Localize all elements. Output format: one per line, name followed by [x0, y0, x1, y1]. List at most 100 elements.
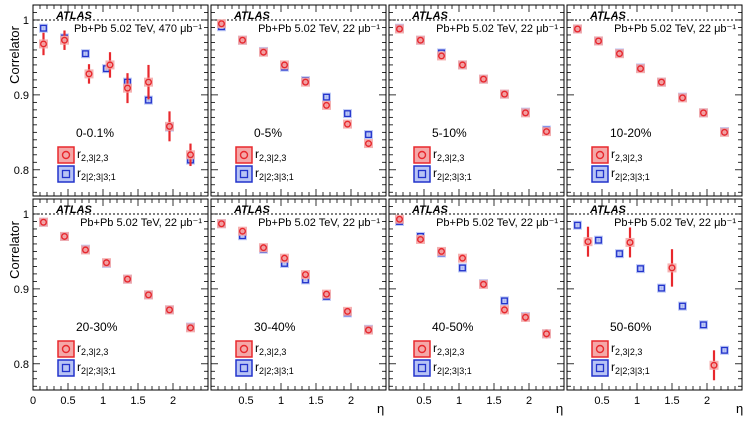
legend-marker-series2: [61, 363, 71, 373]
series2-sysbox: [81, 49, 90, 59]
series2-point: [344, 110, 351, 118]
legend-swatch-series2: [591, 165, 609, 183]
series1-sysbox: [39, 39, 48, 49]
series2-point: [679, 302, 686, 310]
centrality-label: 50-60%: [610, 320, 652, 334]
series1-point: [365, 140, 373, 148]
legend-swatch-series2: [413, 359, 431, 377]
x-tick-label: 0.5: [60, 395, 75, 407]
legend-swatch-series2: [591, 359, 609, 377]
system-label: Pb+Pb 5.02 TeV, 22 μb⁻¹: [258, 23, 380, 35]
series1-sysbox: [636, 64, 645, 74]
series1-point: [238, 227, 246, 235]
series2-point: [365, 131, 372, 139]
series2-sysbox: [657, 283, 666, 293]
series1-point: [396, 25, 404, 33]
x-tick-label: 2: [704, 395, 710, 407]
y-tick-label: 0.9: [14, 284, 29, 296]
series1-point: [81, 246, 89, 254]
series1-sysbox: [364, 139, 373, 149]
series1-point: [417, 235, 425, 243]
series1-point: [144, 291, 152, 299]
centrality-label: 20-30%: [76, 320, 118, 334]
legend-marker-series1: [239, 344, 249, 354]
series1-sysbox: [542, 127, 551, 137]
legend-swatch-series1: [413, 340, 431, 358]
series1-sysbox: [144, 290, 153, 300]
legend-marker-series2: [417, 363, 427, 373]
series1-sysbox: [144, 77, 153, 87]
legend-swatch-series1: [413, 146, 431, 164]
x-tick-label: 1: [278, 395, 284, 407]
legend-marker-series2: [595, 169, 605, 179]
series1-point: [574, 25, 582, 33]
series1-sysbox: [573, 24, 582, 34]
series1-point: [260, 244, 268, 252]
series2-sysbox: [144, 95, 153, 105]
series2-sysbox: [699, 320, 708, 330]
legend-swatch-series2: [235, 359, 253, 377]
y-axis-title-bottom: Correlator: [7, 220, 22, 278]
x-tick-label: 0.5: [416, 395, 431, 407]
legend-label-series2: r2|2;3|3;1: [77, 360, 116, 376]
series1-sysbox: [458, 60, 467, 70]
legend-label-series1: r2,3|2,3: [611, 341, 642, 357]
series1-point: [344, 307, 352, 315]
legend-label-series2: r2|2;3|3;1: [433, 360, 472, 376]
legend-marker-series1: [595, 344, 605, 354]
series1-point: [501, 90, 509, 98]
series1-point: [302, 271, 310, 279]
x-tick-label: 2: [348, 395, 354, 407]
series1-sysbox: [500, 89, 509, 99]
legend-swatch-series1: [57, 340, 75, 358]
experiment-label: ATLAS: [233, 10, 271, 22]
series1-sysbox: [217, 19, 226, 29]
x-axis-title: η: [736, 401, 743, 416]
series1-point: [102, 259, 110, 267]
legend-label-series1: r2,3|2,3: [77, 341, 108, 357]
legend-swatch-series2: [57, 165, 75, 183]
centrality-label: 0-5%: [254, 126, 282, 140]
series2-point: [595, 236, 602, 244]
series1-sysbox: [521, 108, 530, 118]
legend-swatch-series1: [235, 340, 253, 358]
series1-point: [323, 101, 331, 109]
series1-point: [238, 36, 246, 44]
series1-point: [459, 61, 467, 69]
legend-label-series2: r2|2;3|3;1: [611, 360, 650, 376]
panel-frame: [388, 4, 565, 197]
series1-sysbox: [709, 360, 719, 370]
series1-sysbox: [395, 24, 404, 34]
centrality-label: 30-40%: [254, 320, 296, 334]
series1-point: [281, 254, 289, 262]
series2-point: [459, 264, 466, 272]
series2-sysbox: [720, 345, 729, 355]
series1-sysbox: [479, 74, 488, 84]
series2-sysbox: [301, 275, 310, 285]
series2-point: [637, 265, 644, 273]
centrality-label: 5-10%: [432, 126, 467, 140]
panel-frame: [210, 4, 387, 197]
series1-sysbox: [699, 108, 708, 118]
series2-point: [82, 50, 89, 58]
series1-sysbox: [301, 77, 310, 87]
series1-point: [323, 290, 331, 298]
series1-sysbox: [238, 226, 247, 236]
legend-marker-series1: [61, 150, 71, 160]
system-label: Pb+Pb 5.02 TeV, 22 μb⁻¹: [614, 23, 736, 35]
series1-sysbox: [542, 329, 551, 339]
legend-swatch-series2: [413, 165, 431, 183]
centrality-label: 40-50%: [432, 320, 474, 334]
series1-point: [165, 122, 173, 130]
legend-marker-series1: [417, 150, 427, 160]
series1-point: [543, 128, 551, 136]
series1-point: [365, 326, 373, 334]
series1-point: [302, 78, 310, 86]
legend-label-series2: r2|2;3|3;1: [611, 166, 650, 182]
series1-point: [584, 238, 592, 246]
x-axis-title: η: [377, 401, 384, 416]
x-tick-label: 2: [170, 395, 176, 407]
series1-sysbox: [667, 263, 677, 273]
legend-label-series1: r2,3|2,3: [433, 341, 464, 357]
